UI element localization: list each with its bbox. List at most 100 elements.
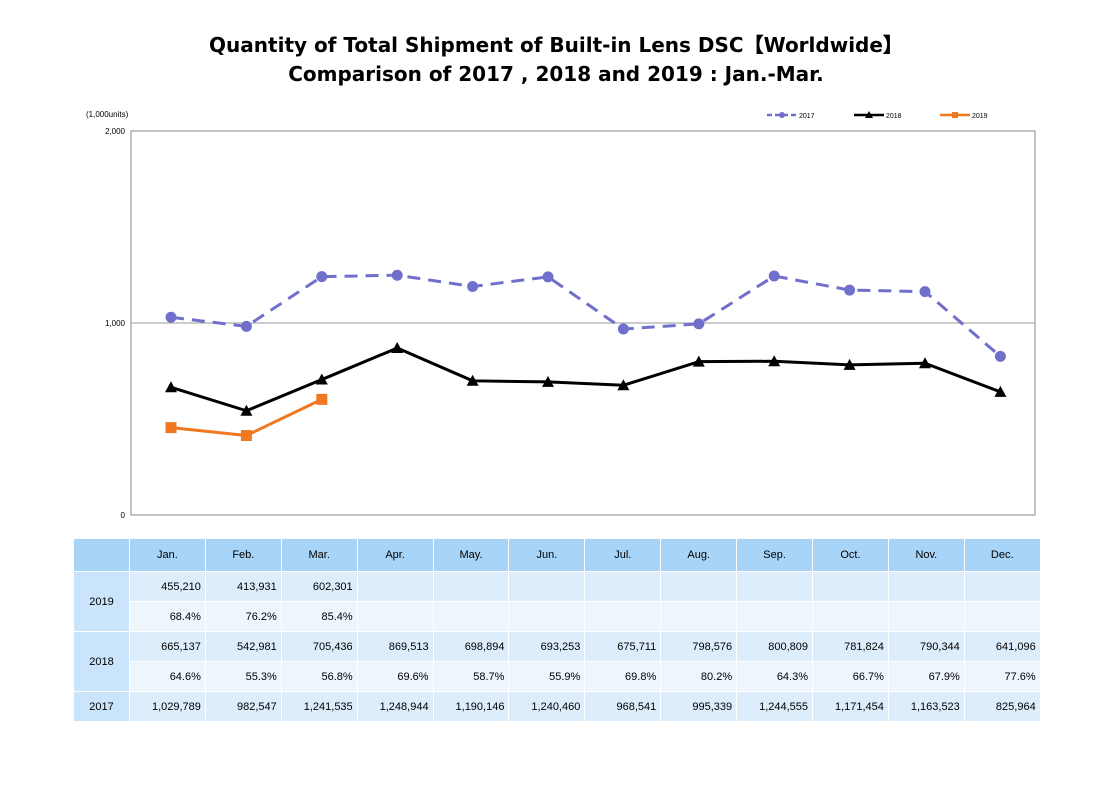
line-chart: (1,000units) 2,000 1,000 0 2017 2018 2019 — [86, 110, 1036, 520]
y-tick-label: 0 — [121, 511, 126, 520]
percent-cell: 66.7% — [812, 661, 889, 692]
table-row: 2019 455,210 413,931 602,301 — [73, 571, 1041, 632]
legend-label: 2018 — [886, 113, 902, 120]
data-point-2018 — [768, 355, 781, 367]
series-line-2018 — [170, 346, 1001, 413]
quantity-cell — [660, 571, 738, 602]
legend-label: 2017 — [799, 113, 815, 120]
quantity-cell: 1,244,555 — [736, 691, 814, 722]
month-header: Jul. — [584, 538, 662, 572]
quantity-cell: 542,981 — [204, 631, 282, 662]
quantity-cell — [432, 571, 510, 602]
percent-cell — [356, 601, 434, 632]
y-unit-label: (1,000units) — [86, 110, 129, 119]
series-2019 — [165, 393, 328, 442]
quantity-cell: 869,513 — [356, 631, 434, 662]
quantity-cell: 825,964 — [963, 691, 1041, 722]
data-point-2017 — [467, 280, 479, 292]
legend-marker — [865, 111, 873, 118]
data-point-2017 — [240, 320, 252, 332]
month-header: Jan. — [129, 538, 206, 572]
data-point-2019 — [316, 393, 328, 405]
quantity-cell: 800,809 — [736, 631, 814, 662]
month-header: Aug. — [660, 538, 738, 572]
data-point-2018 — [617, 379, 630, 391]
quantity-cell — [887, 571, 965, 602]
quantity-cell: 1,171,454 — [812, 691, 889, 722]
data-point-2017 — [542, 271, 554, 283]
month-header: Nov. — [887, 538, 965, 572]
series-line-2017 — [170, 273, 1002, 358]
table-corner-cell — [73, 538, 130, 572]
data-point-2018 — [165, 381, 177, 393]
quantity-cell: 641,096 — [963, 631, 1041, 662]
percent-cell — [584, 601, 662, 632]
percent-cell: 55.3% — [204, 661, 282, 692]
quantity-cell: 1,029,789 — [129, 691, 206, 722]
percent-cell — [432, 601, 510, 632]
quantity-cell: 798,576 — [660, 631, 738, 662]
table-row: 64.6% 55.3% 56.8% 69.6% 58.7% 55.9% 69.8% 80.2%… — [74, 661, 1041, 692]
percent-cell: 69.6% — [356, 661, 434, 692]
percent-cell: 58.7% — [432, 661, 510, 692]
percent-cell: 64.6% — [129, 661, 206, 692]
percent-cell: 56.8% — [280, 661, 358, 692]
percent-cell — [508, 601, 586, 632]
y-tick-label: 1,000 — [105, 319, 126, 328]
quantity-cell: 455,210 — [129, 571, 206, 602]
quantity-cell: 982,547 — [204, 691, 282, 722]
data-point-2017 — [391, 269, 403, 281]
data-point-2019 — [165, 422, 177, 434]
data-point-2018 — [692, 355, 705, 367]
legend-item-2017: 2017 — [767, 112, 815, 120]
quantity-cell: 675,711 — [584, 631, 662, 662]
legend-item-2019: 2019 — [940, 112, 988, 120]
data-point-2018 — [240, 404, 253, 416]
percent-cell: 64.3% — [736, 661, 814, 692]
quantity-cell: 1,190,146 — [432, 691, 510, 722]
series-2017 — [165, 269, 1006, 362]
percent-cell — [963, 601, 1041, 632]
quantity-cell: 602,301 — [280, 571, 358, 602]
quantity-cell: 705,436 — [280, 631, 358, 662]
legend-marker — [779, 112, 785, 118]
percent-cell — [887, 601, 965, 632]
month-header: May. — [432, 538, 510, 572]
quantity-cell: 1,241,535 — [280, 691, 358, 722]
quantity-cell: 413,931 — [204, 571, 282, 602]
month-header: Mar. — [280, 538, 358, 572]
quantity-cell: 790,344 — [887, 631, 965, 662]
chart-subtitle: Comparison of 2017 , 2018 and 2019 : Jan… — [288, 62, 824, 86]
data-point-2017 — [693, 318, 705, 330]
data-point-2017 — [994, 350, 1006, 362]
data-point-2018 — [466, 374, 479, 386]
data-point-2017 — [165, 311, 177, 323]
percent-cell — [736, 601, 814, 632]
table-row: 2017 1,029,789 982,547 1,241,535 1,248,944 1,… — [73, 691, 1041, 722]
data-point-2018 — [994, 385, 1007, 397]
data-point-2018 — [843, 358, 856, 370]
quantity-cell: 968,541 — [584, 691, 662, 722]
percent-cell — [812, 601, 889, 632]
table-header-row: Jan. Feb. Mar. Apr. May. Jun. Jul. Aug. Sep. Oct.… — [73, 538, 1041, 572]
quantity-cell: 665,137 — [129, 631, 206, 662]
percent-cell: 55.9% — [508, 661, 586, 692]
month-header: Apr. — [356, 538, 434, 572]
legend-label: 2019 — [972, 113, 988, 120]
data-point-2019 — [240, 430, 252, 442]
month-header: Sep. — [736, 538, 814, 572]
legend-marker — [952, 112, 958, 118]
percent-cell: 76.2% — [204, 601, 282, 632]
year-cell: 2017 — [73, 691, 130, 722]
percent-cell: 67.9% — [887, 661, 965, 692]
quantity-cell — [584, 571, 662, 602]
data-point-2018 — [542, 375, 554, 387]
data-point-2017 — [844, 284, 856, 296]
quantity-cell — [812, 571, 889, 602]
quantity-cell: 1,163,523 — [887, 691, 965, 722]
data-point-2017 — [768, 270, 780, 282]
month-header: Oct. — [812, 538, 889, 572]
year-cell: 2019 — [73, 571, 130, 632]
quantity-cell: 693,253 — [508, 631, 586, 662]
quantity-cell — [963, 571, 1041, 602]
